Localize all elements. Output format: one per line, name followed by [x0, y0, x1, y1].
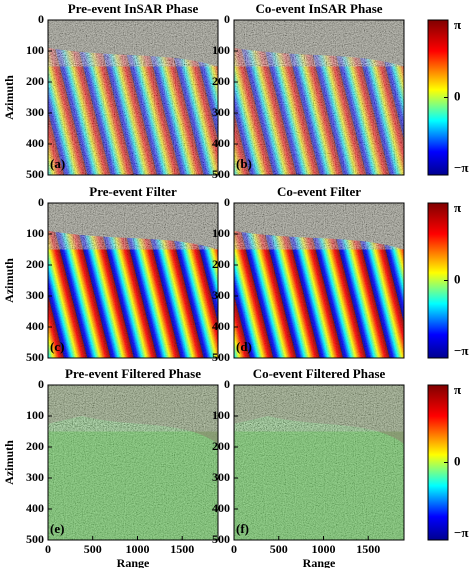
axes-frame	[47, 384, 219, 541]
y-tick-label: 500	[212, 350, 230, 364]
x-tick-label: 500	[270, 542, 288, 556]
phase-image	[48, 20, 218, 175]
y-tick-label: 400	[26, 136, 44, 150]
colorbar-tick-label: π	[454, 382, 461, 397]
image-noise	[48, 385, 218, 432]
y-tick-label: 200	[26, 439, 44, 453]
y-axis-label: Azimuth	[2, 440, 16, 485]
y-tick-label: 400	[212, 319, 230, 333]
y-tick-label: 200	[26, 74, 44, 88]
y-tick-label: 200	[212, 74, 230, 88]
y-tick-label: 0	[38, 12, 44, 26]
x-tick-label: 500	[84, 542, 102, 556]
x-axis-label: Range	[303, 556, 336, 568]
y-tick-label: 300	[26, 288, 44, 302]
y-tick-label: 300	[212, 288, 230, 302]
x-tick-label: 0	[231, 542, 237, 556]
panel-label: (a)	[50, 156, 65, 171]
y-tick-label: 0	[224, 195, 230, 209]
colorbar-tick-label: π	[454, 17, 461, 32]
y-tick-label: 0	[38, 195, 44, 209]
image-noise	[48, 20, 218, 67]
phase-image	[48, 385, 218, 540]
x-tick-label: 1500	[170, 542, 194, 556]
y-tick-label: 100	[212, 43, 230, 57]
axes-frame	[47, 202, 219, 359]
image-noise	[234, 20, 404, 67]
colorbar-tick-label: −π	[454, 160, 469, 175]
panel-label: (b)	[236, 156, 252, 171]
colorbar-tick-label: 0	[454, 453, 461, 468]
y-tick-label: 0	[224, 377, 230, 391]
y-tick-label: 300	[26, 105, 44, 119]
colorbar-tick-label: π	[454, 200, 461, 215]
colorbar-tick-label: 0	[454, 271, 461, 286]
y-tick-label: 400	[26, 319, 44, 333]
y-tick-label: 500	[26, 167, 44, 181]
colorbar-tick-label: −π	[454, 525, 469, 540]
y-tick-label: 100	[26, 226, 44, 240]
y-tick-label: 100	[26, 408, 44, 422]
y-tick-label: 500	[26, 350, 44, 364]
y-tick-label: 200	[26, 257, 44, 271]
y-axis-label: Azimuth	[2, 258, 16, 303]
y-tick-label: 200	[212, 439, 230, 453]
panel-title: Pre-event Filter	[89, 184, 177, 199]
axes-frame	[233, 19, 405, 176]
y-tick-label: 300	[26, 470, 44, 484]
y-tick-label: 300	[212, 105, 230, 119]
y-tick-label: 400	[212, 136, 230, 150]
phase-image	[48, 203, 218, 358]
y-tick-label: 100	[212, 226, 230, 240]
axes-frame	[47, 19, 219, 176]
image-noise	[234, 203, 404, 250]
panel-label: (f)	[236, 521, 249, 536]
panel-label: (e)	[50, 521, 64, 536]
panel-title: Co-event Filtered Phase	[253, 366, 386, 381]
y-tick-label: 300	[212, 470, 230, 484]
panel-label: (d)	[236, 339, 252, 354]
panel-title: Pre-event InSAR Phase	[68, 1, 199, 16]
panel-title: Co-event Filter	[277, 184, 361, 199]
y-tick-label: 0	[38, 377, 44, 391]
colorbar-tick-label: 0	[454, 88, 461, 103]
y-tick-label: 400	[26, 501, 44, 515]
panel-title: Pre-event Filtered Phase	[65, 366, 201, 381]
y-tick-label: 400	[212, 501, 230, 515]
colorbar-tick-label: −π	[454, 343, 469, 358]
x-tick-label: 0	[45, 542, 51, 556]
phase-image	[234, 385, 404, 540]
y-tick-label: 200	[212, 257, 230, 271]
x-tick-label: 1500	[356, 542, 380, 556]
phase-image	[234, 203, 404, 358]
axes-frame	[233, 384, 405, 541]
y-tick-label: 500	[212, 167, 230, 181]
panel-title: Co-event InSAR Phase	[255, 1, 382, 16]
y-tick-label: 500	[26, 532, 44, 546]
phase-image	[234, 20, 404, 175]
image-noise	[234, 385, 404, 432]
axes-frame	[233, 202, 405, 359]
y-tick-label: 0	[224, 12, 230, 26]
panel-label: (c)	[50, 339, 64, 354]
image-noise	[48, 203, 218, 250]
y-axis-label: Azimuth	[2, 75, 16, 120]
x-axis-label: Range	[117, 556, 150, 568]
y-tick-label: 500	[212, 532, 230, 546]
x-tick-label: 1000	[311, 542, 335, 556]
x-tick-label: 1000	[125, 542, 149, 556]
y-tick-label: 100	[26, 43, 44, 57]
y-tick-label: 100	[212, 408, 230, 422]
